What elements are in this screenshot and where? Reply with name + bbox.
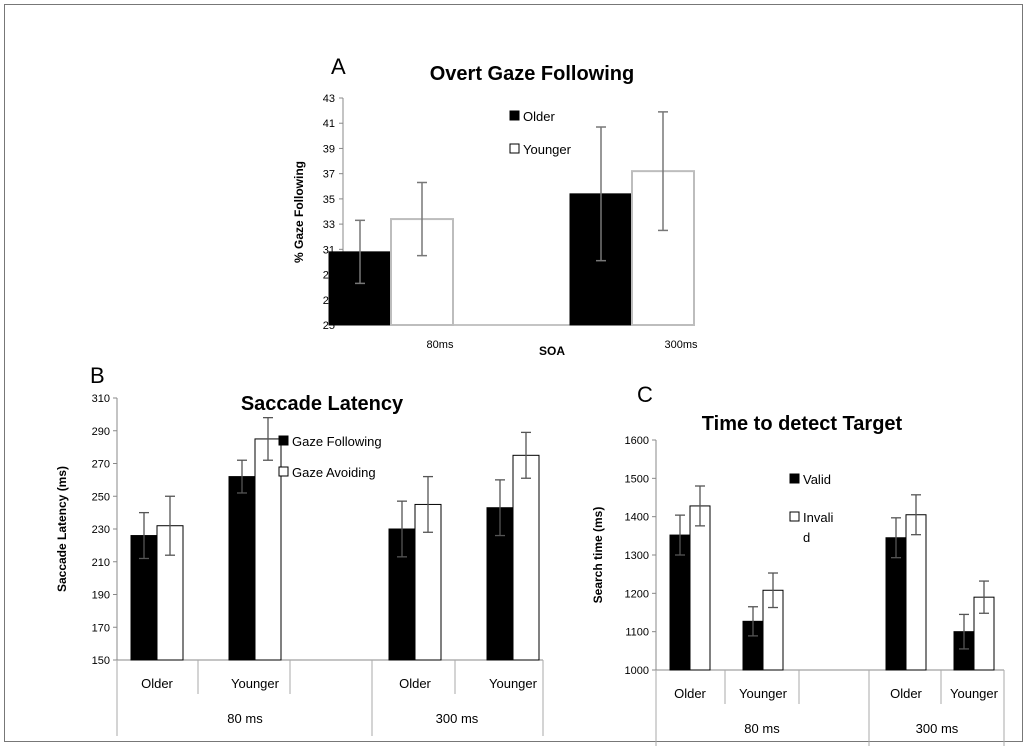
y-tick-label-a: 37 <box>323 169 335 181</box>
bar-c <box>689 505 711 671</box>
y-tick-label-a: 43 <box>323 93 335 105</box>
y-tick-label-c: 1200 <box>625 588 649 600</box>
category-label-b: Younger <box>231 676 280 691</box>
panel-letter-c: C <box>637 382 653 407</box>
bar-b <box>512 454 540 661</box>
y-tick-label-a: 33 <box>323 219 335 231</box>
legend-label-a: Younger <box>523 142 572 157</box>
y-tick-label-b: 210 <box>92 557 110 569</box>
group-label-c: 80 ms <box>744 721 780 736</box>
bar-a <box>328 251 392 326</box>
y-axis-label-c: Search time (ms) <box>591 507 605 604</box>
y-tick-label-c: 1400 <box>625 512 649 524</box>
group-label-b: 80 ms <box>227 711 263 726</box>
y-tick-label-a: 41 <box>323 118 335 130</box>
legend-swatch-c <box>789 511 800 522</box>
legend-swatch-a <box>509 143 520 154</box>
y-tick-label-b: 170 <box>92 622 110 634</box>
category-label-b: Younger <box>489 676 538 691</box>
legend-label-c: d <box>803 530 810 545</box>
legend-label-c: Invali <box>803 510 833 525</box>
y-tick-label-c: 1000 <box>625 665 649 677</box>
legend-swatch-c <box>789 473 800 484</box>
legend-label-a: Older <box>523 109 555 124</box>
legend-label-b: Gaze Following <box>292 434 382 449</box>
y-tick-label-a: 39 <box>323 143 335 155</box>
y-tick-label-b: 270 <box>92 459 110 471</box>
y-tick-label-c: 1300 <box>625 550 649 562</box>
bar-b <box>228 476 256 661</box>
chart-title-a: Overt Gaze Following <box>430 63 634 85</box>
bar-c <box>905 514 927 671</box>
category-label-c: Older <box>674 686 706 701</box>
y-tick-label-b: 250 <box>92 491 110 503</box>
y-axis-label-a: % Gaze Following <box>292 161 306 263</box>
legend-swatch-a <box>509 110 520 121</box>
y-tick-label-a: 35 <box>323 194 335 206</box>
category-label-c: Older <box>890 686 922 701</box>
panel-letter-a: A <box>331 54 346 79</box>
y-tick-label-c: 1500 <box>625 473 649 485</box>
legend-label-c: Valid <box>803 472 831 487</box>
chart-title-c: Time to detect Target <box>702 413 903 435</box>
group-label-c: 300 ms <box>916 721 959 736</box>
y-tick-label-a: 31 <box>323 244 335 256</box>
y-tick-label-b: 230 <box>92 524 110 536</box>
bar-b <box>254 438 282 661</box>
category-label-b: Older <box>399 676 431 691</box>
y-tick-label-c: 1600 <box>625 435 649 447</box>
panel-letter-b: B <box>90 363 105 388</box>
y-tick-label-b: 150 <box>92 655 110 667</box>
y-axis-label-b: Saccade Latency (ms) <box>55 466 69 592</box>
category-label-c: Younger <box>950 686 999 701</box>
y-tick-label-b: 290 <box>92 426 110 438</box>
group-label-b: 300 ms <box>436 711 479 726</box>
category-label-b: Older <box>141 676 173 691</box>
y-tick-label-b: 190 <box>92 590 110 602</box>
x-axis-label-a: SOA <box>539 344 565 358</box>
y-tick-label-b: 310 <box>92 393 110 405</box>
legend-swatch-b <box>278 466 289 477</box>
legend-swatch-b <box>278 435 289 446</box>
category-label-c: Younger <box>739 686 788 701</box>
chart-title-b: Saccade Latency <box>241 393 404 415</box>
legend-label-b: Gaze Avoiding <box>292 465 376 480</box>
y-tick-label-c: 1100 <box>625 627 649 639</box>
figure-frame <box>4 4 1023 742</box>
x-tick-label-a: 300ms <box>664 339 698 351</box>
x-tick-label-a: 80ms <box>427 339 454 351</box>
